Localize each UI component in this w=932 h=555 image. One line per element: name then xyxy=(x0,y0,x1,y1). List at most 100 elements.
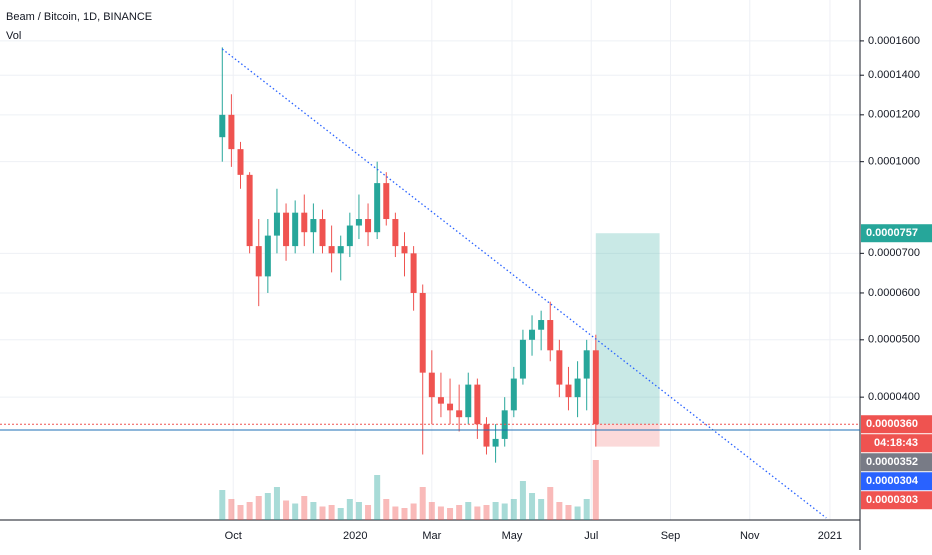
y-tick-label: 0.0000400 xyxy=(868,391,920,403)
candle-body xyxy=(283,212,290,247)
candle-body xyxy=(228,114,235,150)
candle-body xyxy=(465,384,472,418)
volume-bar xyxy=(410,503,417,520)
subtitle: Vol xyxy=(6,30,21,42)
candle-body xyxy=(219,114,226,138)
candle-body xyxy=(237,149,244,175)
volume-bar xyxy=(401,508,408,520)
candle-body xyxy=(592,350,599,425)
candle-body xyxy=(310,219,317,233)
volume-bar xyxy=(501,503,508,520)
y-tick-label: 0.0001200 xyxy=(868,109,920,121)
x-tick-label: Jul xyxy=(584,530,598,542)
x-tick-label: 2021 xyxy=(818,530,842,542)
volume-bar xyxy=(547,487,554,520)
volume-bar xyxy=(328,505,335,520)
volume-bar xyxy=(574,506,581,520)
price-label: 0.0000303 xyxy=(866,494,918,506)
candle-body xyxy=(492,438,499,447)
volume-bar xyxy=(447,508,454,520)
volume-bar xyxy=(283,500,290,520)
candle-body xyxy=(547,320,554,351)
candle-body xyxy=(456,410,463,418)
price-label-box xyxy=(861,491,932,510)
volume-bar xyxy=(237,505,244,520)
price-label-box xyxy=(861,453,932,472)
candle-body xyxy=(301,212,308,233)
x-tick-label: Nov xyxy=(740,530,760,542)
volume-bar xyxy=(474,506,481,520)
y-tick-label: 0.0000500 xyxy=(868,334,920,346)
price-label: 0.0000352 xyxy=(866,456,918,468)
candle-body xyxy=(437,397,444,404)
trendline xyxy=(221,48,827,519)
countdown: 04:18:43 xyxy=(874,437,918,449)
volume-bar xyxy=(428,502,435,520)
volume-bar xyxy=(383,499,390,520)
volume-bar xyxy=(465,502,472,520)
candle-body xyxy=(428,372,435,398)
candle-body xyxy=(383,183,390,220)
volume-bar xyxy=(592,460,599,520)
volume-bar xyxy=(492,502,499,520)
volume-bar xyxy=(565,505,572,520)
candle-body xyxy=(410,253,417,293)
volume-bar xyxy=(419,487,426,520)
x-tick-label: Sep xyxy=(661,530,681,542)
volume-bar xyxy=(255,496,262,520)
candle-body xyxy=(538,320,545,330)
volume-bar xyxy=(437,506,444,520)
volume-bar xyxy=(583,499,590,520)
target-zone xyxy=(595,233,660,425)
y-tick-label: 0.0001600 xyxy=(868,35,920,47)
candle-body xyxy=(328,246,335,254)
candle-body xyxy=(519,339,526,379)
volume-bar xyxy=(529,493,536,520)
volume-bar xyxy=(273,487,280,520)
volume-bar xyxy=(365,505,372,520)
price-label-box xyxy=(861,415,932,434)
candle-body xyxy=(365,219,372,233)
volume-bar xyxy=(219,490,226,520)
candle-body xyxy=(346,225,353,247)
candle-body xyxy=(273,212,280,236)
candle-body xyxy=(337,246,344,254)
candle-body xyxy=(264,235,271,277)
candle-body xyxy=(419,292,426,373)
candle-body xyxy=(392,219,399,247)
candle-body xyxy=(483,424,490,447)
volume-bar xyxy=(374,475,381,520)
volume-bar xyxy=(510,499,517,520)
volume-bar xyxy=(392,506,399,520)
x-tick-label: May xyxy=(502,530,523,542)
volume-bar xyxy=(337,508,344,520)
candle-body xyxy=(565,384,572,398)
volume-bar xyxy=(310,502,317,520)
volume-bar xyxy=(456,505,463,520)
volume-bar xyxy=(483,505,490,520)
candle-body xyxy=(246,174,253,247)
candle-body xyxy=(529,329,536,340)
volume-bar xyxy=(519,481,526,520)
price-label: 0.0000360 xyxy=(866,418,918,430)
y-tick-label: 0.0001400 xyxy=(868,69,920,81)
volume-bar xyxy=(355,502,362,520)
x-tick-label: Mar xyxy=(422,530,441,542)
y-tick-label: 0.0000700 xyxy=(868,247,920,259)
volume-bar xyxy=(301,496,308,520)
candle-body xyxy=(510,378,517,411)
volume-bar xyxy=(246,502,253,520)
candle-body xyxy=(401,246,408,254)
candle-body xyxy=(292,212,299,247)
candle-body xyxy=(319,219,326,247)
price-label: 0.0000304 xyxy=(866,475,919,487)
x-tick-label: 2020 xyxy=(343,530,367,542)
candle-body xyxy=(355,219,362,226)
candle-body xyxy=(583,350,590,379)
chart-title: Beam / Bitcoin, 1D, BINANCE xyxy=(6,11,152,23)
volume-bar xyxy=(264,493,271,520)
candle-body xyxy=(255,246,262,277)
x-tick-label: Oct xyxy=(225,530,242,542)
